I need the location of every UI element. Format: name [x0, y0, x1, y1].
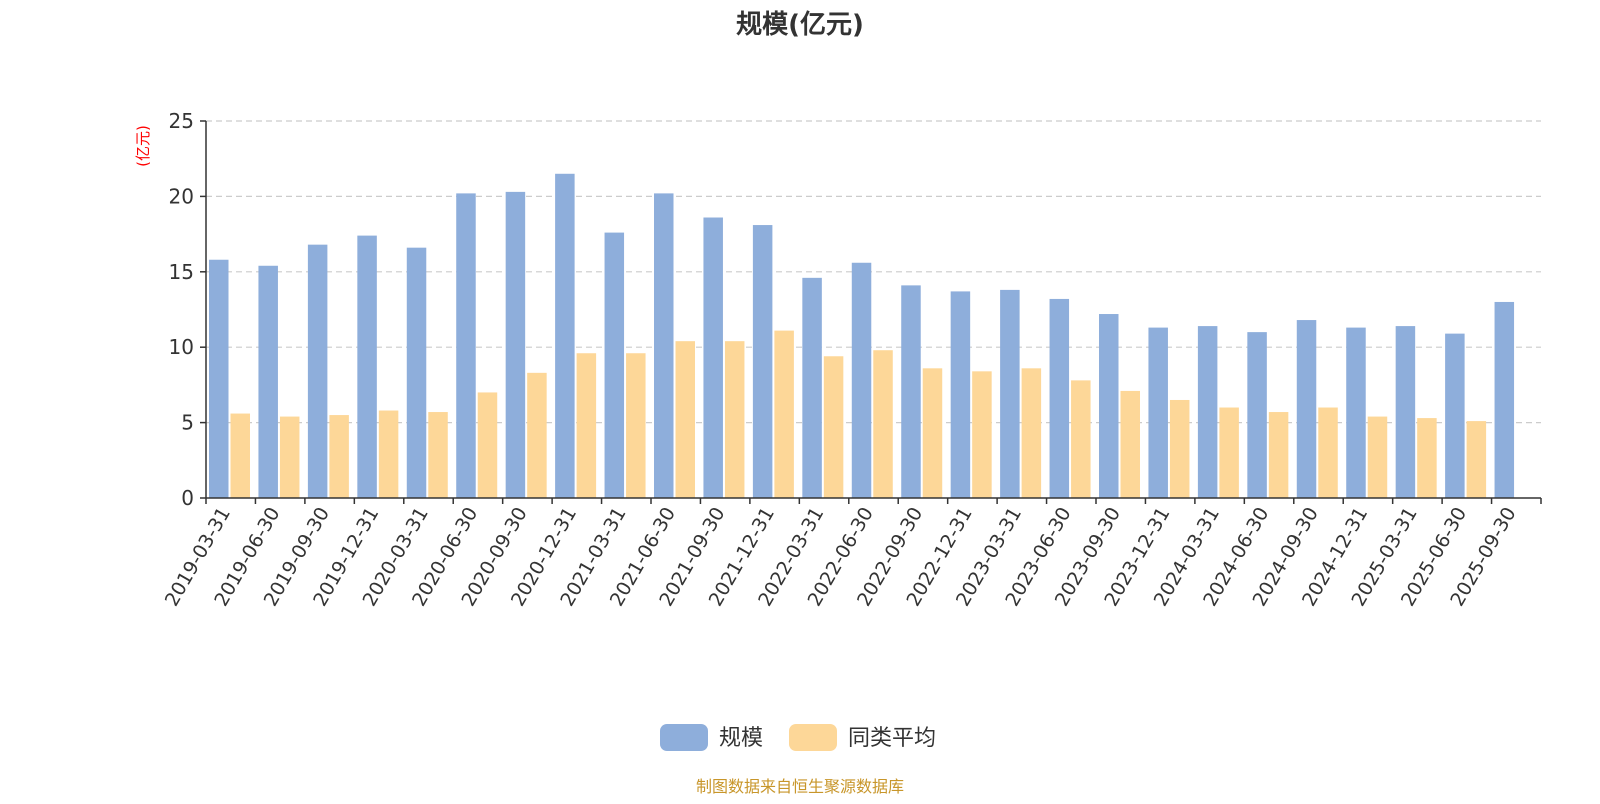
bar-scale [1494, 301, 1515, 498]
bar-peer-average [675, 341, 695, 498]
bar-peer-average [1071, 380, 1091, 498]
bar-peer-average [922, 368, 943, 498]
bar-peer-average [1367, 416, 1388, 498]
bar-scale [802, 277, 822, 498]
y-tick-label: 15 [169, 260, 194, 284]
bar-scale [258, 265, 278, 498]
source-note: 制图数据来自恒生聚源数据库 [696, 777, 904, 796]
bar-scale [456, 193, 476, 498]
bar-peer-average [329, 415, 349, 498]
bar-peer-average [873, 350, 893, 498]
bar-scale [357, 235, 377, 498]
bar-scale [901, 285, 921, 498]
bar-scale [703, 217, 723, 498]
bar-peer-average [1417, 418, 1437, 498]
bar-scale [209, 259, 229, 498]
bar-peer-average [428, 412, 448, 498]
bar-scale [406, 247, 427, 498]
bar-scale [1247, 332, 1267, 498]
bar-scale [1395, 326, 1416, 498]
bar-peer-average [1169, 399, 1190, 498]
bar-peer-average [1318, 407, 1338, 498]
bar-scale [1049, 298, 1070, 498]
bar-peer-average [1466, 421, 1487, 498]
bar-scale [1099, 314, 1119, 498]
bar-scale [1445, 333, 1465, 498]
bar-scale [604, 232, 625, 499]
bar-scale [1148, 327, 1168, 498]
legend-swatch-peer-average[interactable] [789, 724, 837, 751]
bar-scale [555, 173, 575, 498]
y-tick-label: 20 [169, 184, 194, 208]
bar-scale [654, 193, 674, 498]
bars [209, 173, 1515, 499]
y-tick-label: 5 [181, 411, 194, 435]
bar-peer-average [477, 392, 498, 498]
bar-scale [950, 291, 971, 498]
bar-peer-average [279, 416, 300, 498]
bar-peer-average [527, 372, 547, 498]
legend-swatch-scale[interactable] [660, 724, 708, 751]
bar-peer-average [378, 410, 399, 498]
chart-title: 规模(亿元) [736, 10, 864, 40]
y-tick-label: 10 [169, 335, 194, 359]
bar-peer-average [1268, 412, 1289, 498]
bar-peer-average [1021, 368, 1042, 498]
legend-label-peer-average[interactable]: 同类平均 [848, 726, 936, 751]
bar-scale [752, 225, 773, 498]
bar-peer-average [724, 341, 745, 498]
bar-peer-average [774, 330, 794, 498]
bar-scale [307, 244, 328, 498]
bar-peer-average [972, 371, 992, 498]
bar-scale [1346, 327, 1366, 498]
bar-peer-average [1120, 390, 1140, 498]
bar-peer-average [823, 356, 844, 498]
bar-peer-average [230, 413, 250, 498]
bar-scale [1197, 326, 1218, 498]
legend: 规模 同类平均 [660, 724, 936, 751]
bar-peer-average [626, 353, 646, 498]
bar-scale [851, 262, 872, 498]
bar-scale [1296, 320, 1317, 498]
bar-peer-average [1219, 407, 1239, 498]
y-axis-unit-label: (亿元) [134, 125, 152, 167]
legend-label-scale[interactable]: 规模 [719, 726, 763, 751]
bar-scale [1000, 289, 1020, 498]
bar-peer-average [576, 353, 597, 498]
y-tick-label: 0 [181, 486, 194, 510]
bar-scale [505, 191, 526, 498]
y-tick-label: 25 [169, 109, 194, 133]
